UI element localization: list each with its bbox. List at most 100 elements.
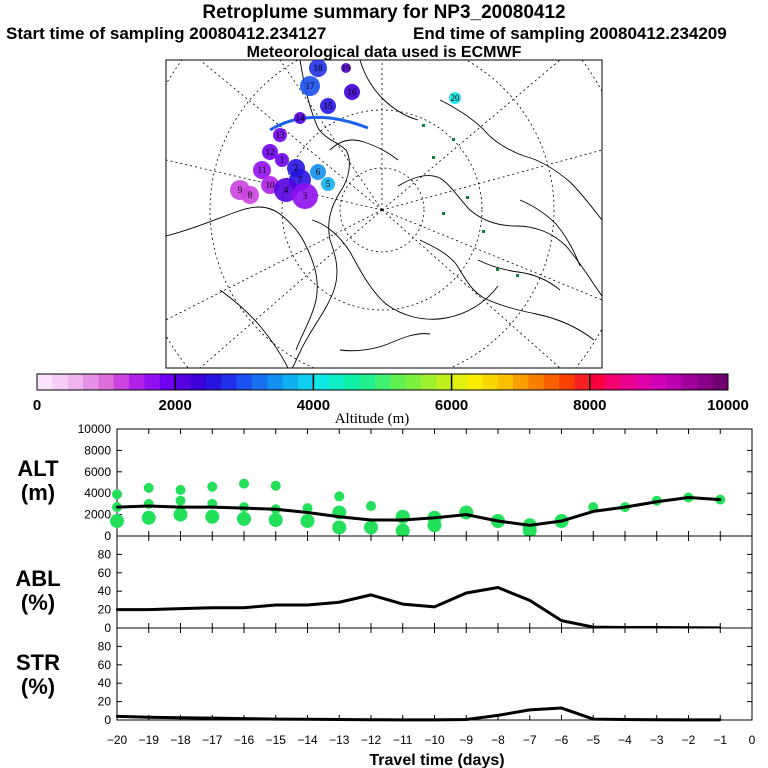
alt-label-bottom: (m) — [21, 480, 55, 505]
alt-data-point — [560, 519, 563, 523]
trajectory-day-label: 9 — [238, 185, 243, 195]
alt-scatter-point — [364, 520, 378, 535]
alt-data-point — [369, 518, 373, 522]
alt-data-point — [433, 516, 436, 520]
colorbar-swatch — [313, 374, 330, 390]
abl-data-point — [465, 591, 468, 595]
minor-footprint — [442, 212, 445, 215]
colorbar-swatch — [282, 374, 299, 390]
x-axis-label: Travel time (days) — [369, 752, 504, 768]
colorbar-swatch — [605, 374, 622, 390]
colorbar-swatch — [298, 374, 314, 390]
abl-series-line — [117, 586, 721, 630]
alt-scatter-point — [332, 520, 347, 535]
colorbar-swatch — [651, 374, 668, 390]
alt-data-point — [211, 505, 214, 509]
minor-footprint — [466, 196, 469, 199]
abl-data-point — [211, 606, 214, 609]
alt-data-point — [623, 505, 627, 509]
alt-scatter-point — [395, 509, 410, 524]
abl-ytick-label: 20 — [98, 603, 112, 617]
str-label-top: STR — [16, 650, 60, 675]
str-data-point — [147, 716, 150, 719]
str-data-point — [592, 717, 595, 721]
str-data-point — [369, 718, 373, 721]
trajectory-day-label: 15 — [324, 101, 334, 111]
colorbar-swatch — [559, 374, 575, 390]
trajectory-day-label: 5 — [326, 179, 331, 189]
alt-scatter-point — [110, 514, 124, 529]
str-data-point — [242, 717, 246, 720]
x-tick-label: −1 — [713, 733, 727, 747]
x-tick-label: −16 — [234, 733, 255, 747]
trajectory-day-label: 3 — [303, 191, 308, 201]
str-data-point — [306, 718, 309, 721]
colorbar-swatch — [98, 374, 115, 390]
colorbar-tick-label: 6000 — [435, 397, 468, 414]
footprint-marker — [294, 112, 306, 124]
abl-label-bottom: (%) — [21, 590, 55, 615]
alt-scatter-point — [175, 495, 186, 506]
alt-scatter-point — [302, 503, 313, 514]
trajectory-day-label: 16 — [348, 87, 358, 97]
colorbar-swatch — [543, 374, 560, 390]
abl-panel: 80 60 40 20 0 — [98, 535, 753, 635]
alt-data-point — [655, 500, 658, 503]
alt-scatter-point — [239, 478, 249, 489]
str-ytick-label: 20 — [98, 695, 112, 709]
colorbar-swatch — [620, 374, 637, 390]
str-data-point — [401, 718, 404, 722]
colorbar-swatch — [697, 374, 714, 390]
alt-data-point — [528, 524, 531, 527]
str-data-point — [465, 718, 468, 721]
str-data-point — [274, 717, 277, 721]
colorbar-swatch — [144, 374, 161, 390]
str-data-point — [115, 715, 119, 718]
footprint-marker — [300, 76, 320, 96]
alt-data-point — [592, 510, 595, 513]
alt-data-point — [306, 511, 309, 514]
colorbar-swatch — [221, 374, 238, 390]
x-axis: −20 −19 −18 −17 −16 −15 −14 −13 −12 −11 −10 −9 −8 −7−… — [107, 733, 756, 747]
abl-data-point — [433, 605, 436, 609]
colorbar-swatch — [251, 374, 268, 390]
alt-data-point — [687, 496, 690, 499]
colorbar-swatch — [390, 374, 407, 390]
colorbar-swatch — [190, 374, 207, 390]
map-frame — [165, 59, 603, 369]
abl-label-top: ABL — [15, 566, 60, 591]
colorbar-swatch — [405, 374, 422, 390]
abl-data-point — [147, 608, 150, 611]
str-ytick-label: 80 — [98, 639, 112, 653]
abl-ytick-label: 0 — [104, 621, 111, 635]
met-data-text: Meteorological data used is ECMWF — [246, 44, 522, 61]
end-time-text: End time of sampling 20080412.234209 — [413, 24, 727, 43]
trajectory-day-label: 7 — [298, 175, 303, 185]
minor-footprint — [432, 156, 435, 159]
colorbar-swatch — [67, 374, 84, 390]
abl-data-point — [242, 606, 246, 609]
map-coastlines — [166, 60, 602, 368]
x-tick-label: −5 — [586, 733, 600, 747]
abl-data-point — [274, 603, 277, 607]
trajectory-day-label: 17 — [306, 81, 316, 91]
abl-data-point — [369, 593, 373, 597]
x-tick-label: −9 — [459, 733, 473, 747]
str-data-point — [338, 718, 341, 721]
colorbar-swatch — [574, 374, 591, 390]
alt-scatter-point — [205, 509, 220, 524]
footprint-marker — [262, 144, 278, 160]
str-data-point — [496, 714, 500, 717]
colorbar-swatch — [420, 374, 437, 390]
map-graticule — [166, 60, 602, 368]
alt-scatter-point — [237, 511, 251, 526]
str-data-point — [687, 718, 690, 722]
colorbar-swatch — [359, 374, 376, 390]
alt-scatter-point — [207, 481, 218, 492]
alt-ytick-label: 8000 — [84, 443, 111, 457]
alt-scatter-point — [112, 489, 122, 500]
colorbar-label: Altitude (m) — [335, 411, 410, 427]
colorbar-swatch — [482, 374, 499, 390]
footprint-marker — [273, 128, 287, 142]
alt-scatter-point — [143, 482, 154, 493]
